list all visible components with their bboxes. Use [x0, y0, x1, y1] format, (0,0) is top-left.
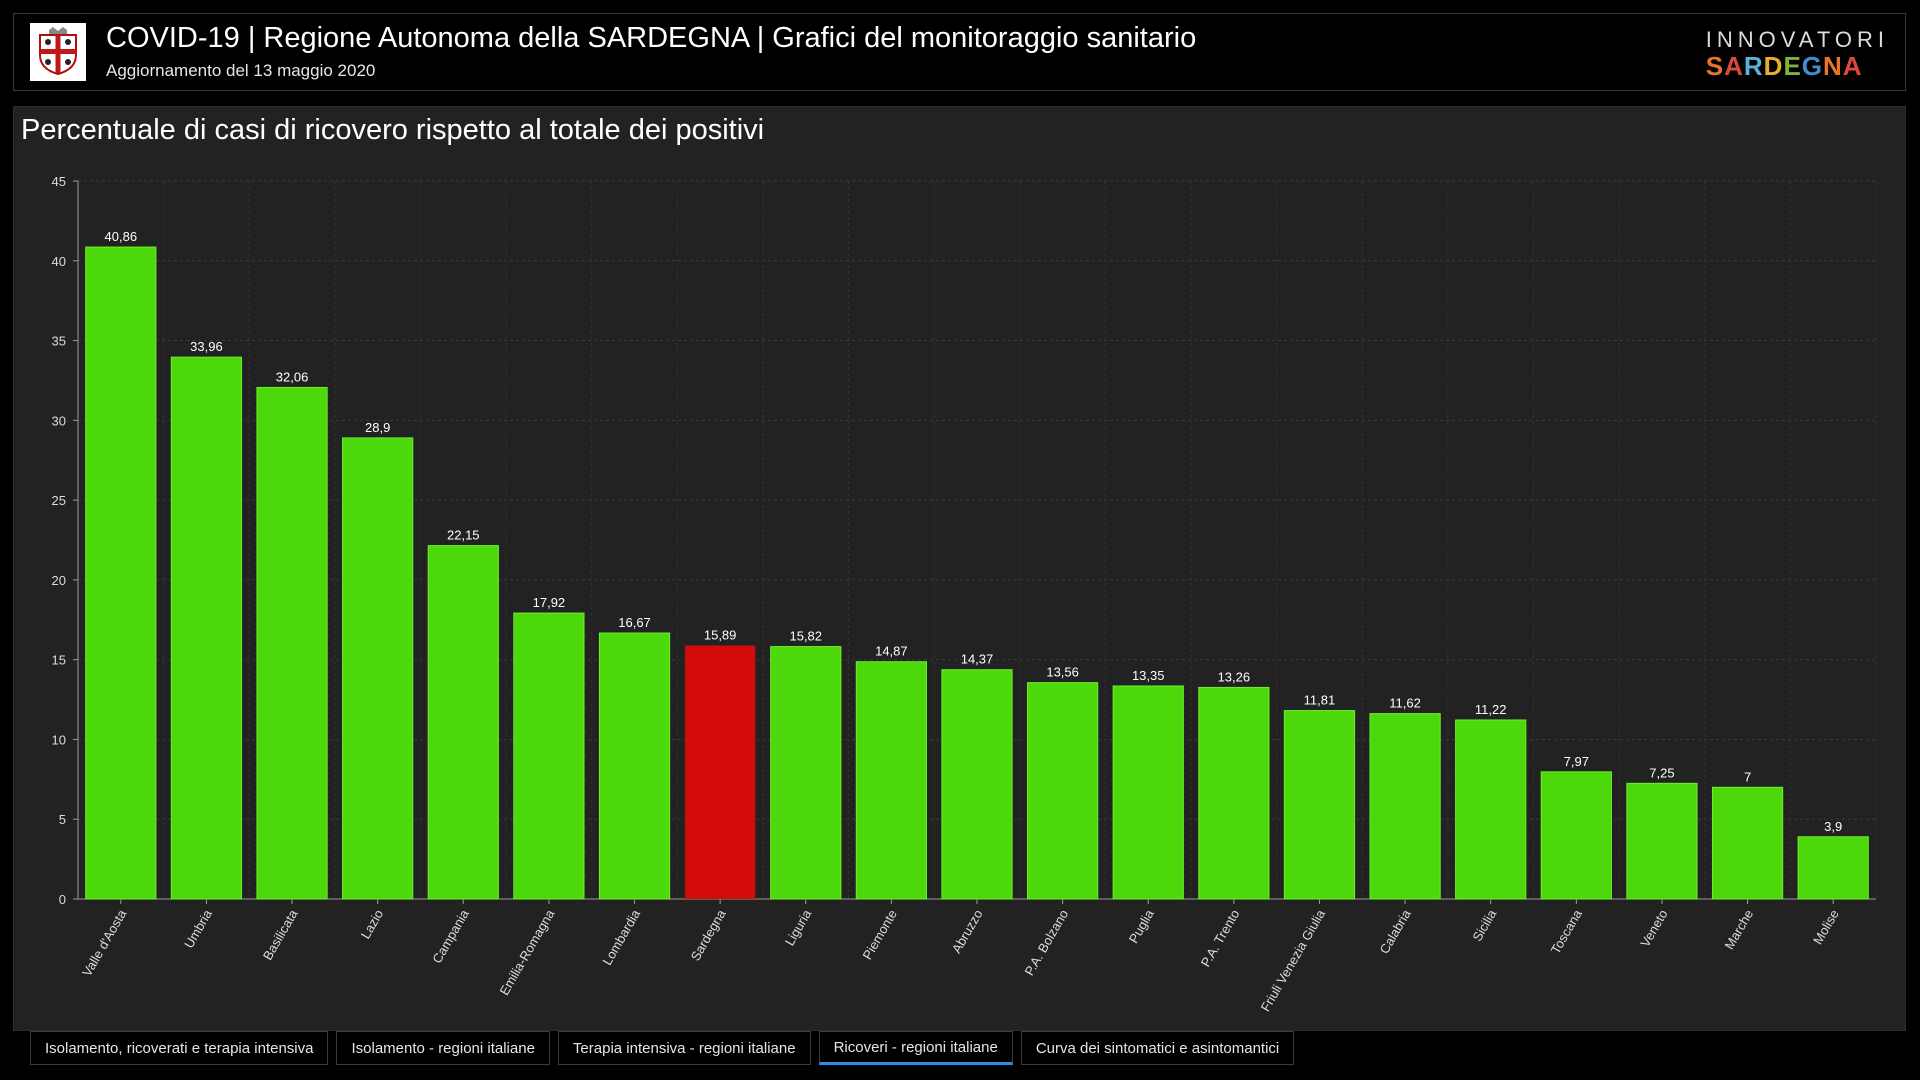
x-tick-label: Veneto: [1637, 907, 1670, 950]
bar: [770, 646, 842, 900]
data-label: 17,92: [533, 595, 566, 610]
data-label: 15,82: [789, 629, 822, 644]
data-label: 22,15: [447, 528, 480, 543]
data-label: 33,96: [190, 339, 223, 354]
chart-title: Percentuale di casi di ricovero rispetto…: [21, 114, 765, 146]
x-tick-label: Abruzzo: [949, 907, 986, 956]
x-tick-label: Valle d'Aosta: [79, 906, 130, 979]
x-tick-label: Campania: [429, 906, 472, 965]
data-label: 7,25: [1649, 765, 1674, 780]
header-bar: COVID-19 | Regione Autonoma della SARDEG…: [13, 13, 1906, 91]
x-tick-label: Umbria: [181, 906, 215, 950]
x-tick-label: Friuli Venezia Giulia: [1258, 906, 1329, 1014]
data-label: 11,81: [1304, 693, 1336, 708]
tab-1[interactable]: Isolamento, ricoverati e terapia intensi…: [30, 1031, 329, 1065]
bar-chart: 0 5 10 15 20 25 30 35 40 45 40,86 Valle d'Aosta 33,9…: [52, 174, 1877, 1014]
brand-letter: A: [1724, 51, 1744, 81]
x-tick-label: Sicilia: [1469, 906, 1499, 944]
bar: [427, 545, 499, 900]
sardinia-coat-of-arms-logo: [30, 23, 86, 81]
bar: [342, 437, 414, 900]
bar: [1455, 719, 1527, 900]
y-tick-label: 25: [52, 493, 66, 508]
brand-letter: D: [1763, 51, 1784, 81]
y-tick-label: 5: [59, 812, 66, 827]
data-label: 7,97: [1564, 754, 1589, 769]
data-label: 28,9: [365, 420, 390, 435]
x-tick-label: Puglia: [1126, 906, 1157, 945]
tab-4[interactable]: Ricoveri - regioni italiane: [818, 1031, 1013, 1065]
x-tick-label: Marche: [1721, 907, 1756, 952]
data-label: 13,35: [1132, 668, 1165, 683]
y-tick-label: 35: [52, 334, 66, 349]
brand-top-text: INNOVATORI: [1705, 27, 1889, 52]
x-tick-label: Lombardia: [599, 906, 643, 967]
tab-3[interactable]: Terapia intensiva - regioni italiane: [557, 1031, 811, 1065]
x-tick-label: Emilia-Romagna: [496, 906, 557, 997]
brand-letter: R: [1743, 51, 1764, 81]
data-label: 40,86: [105, 229, 138, 244]
x-tick-label: Molise: [1810, 907, 1842, 947]
x-tick-label: Piemonte: [860, 907, 900, 962]
x-tick-label: Toscana: [1548, 906, 1586, 956]
bar: [1369, 713, 1441, 900]
brand-letter: A: [1842, 51, 1863, 81]
bar: [1027, 682, 1099, 900]
y-tick-label: 45: [52, 174, 66, 189]
tab-2[interactable]: Isolamento - regioni italiane: [336, 1031, 550, 1065]
update-date: Aggiornamento del 13 maggio 2020: [106, 61, 376, 80]
brand-letter: G: [1801, 51, 1824, 81]
bar: [170, 356, 243, 900]
y-tick-label: 30: [52, 413, 66, 428]
data-label: 16,67: [618, 615, 651, 630]
tab-5[interactable]: Curva dei sintomatici e asintomantici: [1020, 1031, 1295, 1065]
innovatori-sardegna-logo: INNOVATORI SARDEGNA: [1706, 27, 1889, 82]
x-tick-label: P.A. Bolzano: [1021, 907, 1071, 978]
data-label: 14,37: [961, 652, 994, 667]
y-tick-label: 40: [52, 254, 66, 269]
data-label: 32,06: [276, 369, 309, 384]
x-tick-label: Sardegna: [688, 906, 730, 963]
x-tick-label: Calabria: [1376, 906, 1414, 956]
x-tick-label: Lazio: [358, 907, 387, 941]
bar: [685, 645, 756, 899]
x-tick-label: Liguria: [782, 906, 815, 948]
brand-letter: E: [1783, 51, 1802, 81]
data-label: 3,9: [1824, 819, 1842, 834]
bar: [1198, 686, 1270, 900]
bar: [1112, 685, 1184, 900]
y-tick-label: 15: [52, 653, 66, 668]
bar: [598, 632, 671, 900]
tab-bar: Isolamento, ricoverati e terapia intensi…: [30, 1031, 1295, 1065]
bar: [1797, 836, 1869, 900]
bar: [513, 612, 585, 900]
bar: [256, 386, 328, 900]
page-title: COVID-19 | Regione Autonoma della SARDEG…: [106, 22, 1197, 54]
data-label: 13,26: [1218, 669, 1251, 684]
bar: [85, 246, 157, 900]
data-label: 7: [1744, 769, 1751, 784]
bar: [855, 661, 927, 900]
y-tick-label: 20: [52, 573, 66, 588]
brand-letter: S: [1705, 51, 1725, 81]
bar: [1626, 782, 1698, 900]
data-label: 13,56: [1046, 665, 1079, 680]
bar: [1711, 786, 1784, 900]
x-tick-label: P.A. Trento: [1198, 907, 1243, 969]
data-label: 11,22: [1475, 702, 1507, 717]
brand-letter: N: [1823, 51, 1843, 81]
bar: [941, 669, 1013, 900]
x-tick-label: Basilicata: [260, 906, 301, 962]
y-tick-label: 10: [52, 732, 66, 747]
bar: [1283, 710, 1356, 900]
chart-panel: Percentuale di casi di ricovero rispetto…: [13, 106, 1906, 1031]
y-tick-label: 0: [59, 892, 66, 907]
data-label: 14,87: [875, 644, 908, 659]
brand-bottom-text: SARDEGNA: [1706, 51, 1889, 82]
data-label: 11,62: [1389, 696, 1421, 711]
data-label: 15,89: [704, 627, 737, 642]
bar: [1540, 771, 1612, 900]
